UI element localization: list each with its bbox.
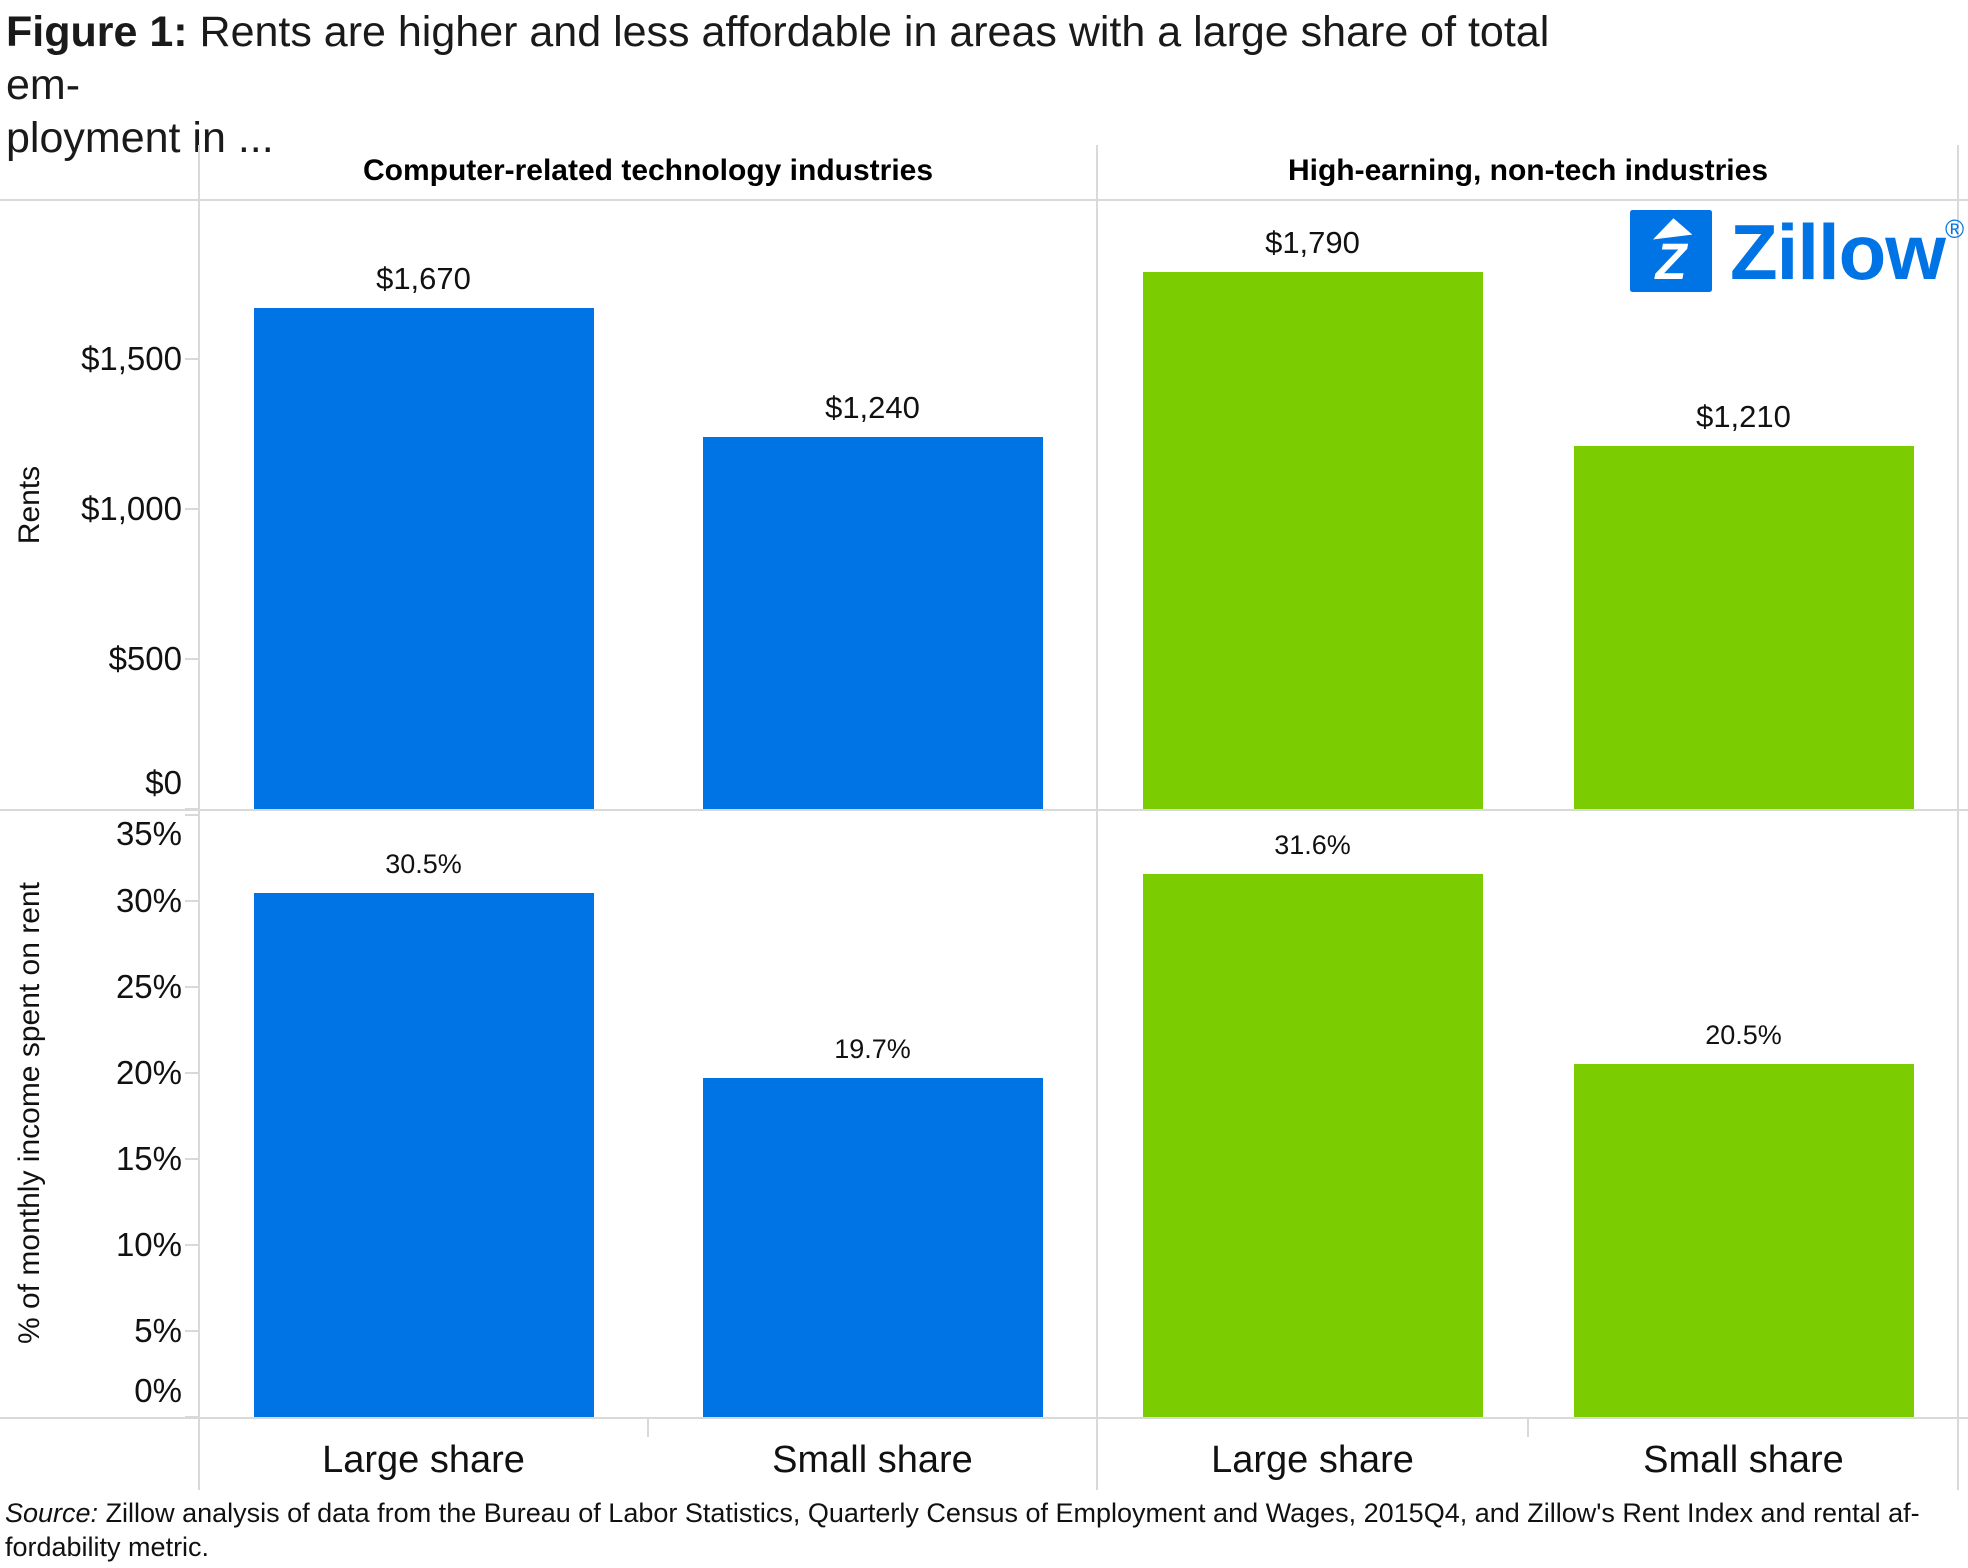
x-category-label: Small share <box>1643 1439 1844 1481</box>
x-tick-mark <box>1527 1417 1529 1437</box>
y-tick-mark <box>185 814 199 817</box>
source-line2: fordability metric. <box>5 1532 210 1562</box>
y-tick-mark <box>185 986 199 989</box>
zillow-logo: Z Zillow ® <box>1630 210 1964 294</box>
bar-value-label: 19.7% <box>834 1034 911 1065</box>
bar-value-label: 31.6% <box>1274 829 1351 860</box>
y-tick-mark <box>185 1416 199 1418</box>
bar-value-label: $1,790 <box>1265 225 1360 260</box>
figure-number: Figure 1: <box>6 8 188 56</box>
bar-nontech-small-share <box>1573 1064 1914 1417</box>
y-tick-label: 15% <box>115 1140 182 1178</box>
baseline-rule <box>0 1417 1968 1419</box>
y-tick-label: $1,000 <box>81 490 182 527</box>
y-tick-mark <box>185 358 199 360</box>
bar-nontech-small-share <box>1573 446 1914 809</box>
y-tick-label: $1,500 <box>81 340 182 377</box>
figure-title: Figure 1: Rents are higher and less affo… <box>6 6 1606 165</box>
bar-tech-large-share <box>253 308 594 809</box>
bar-value-label: 30.5% <box>385 848 462 879</box>
y-tick-label: 5% <box>134 1312 182 1350</box>
y-tick-label: 25% <box>115 968 182 1006</box>
figure-title-line1: Figure 1: Rents are higher and less affo… <box>6 8 1550 109</box>
registered-trademark-symbol: ® <box>1944 214 1965 244</box>
y-axis-line <box>198 145 200 1490</box>
y-tick-label: 0% <box>134 1372 182 1409</box>
x-category-label: Small share <box>772 1439 973 1481</box>
bar-value-label: $1,210 <box>1696 399 1791 434</box>
source-label: Source: <box>5 1498 99 1528</box>
bar-value-label: 20.5% <box>1705 1020 1782 1051</box>
y-axis-title-affordability: % of monthly income spent on rent <box>13 882 46 1344</box>
y-tick-mark <box>185 900 199 903</box>
y-tick-label: $0 <box>145 764 182 801</box>
panel-divider-line <box>1096 145 1098 1490</box>
figure-title-line2: ployment in ... <box>6 114 274 162</box>
y-tick-label: $500 <box>108 640 182 677</box>
panel-header-nontech: High-earning, non-tech industries <box>1287 154 1768 187</box>
header-rule <box>0 199 1968 201</box>
bar-nontech-large-share <box>1142 873 1483 1417</box>
y-tick-mark <box>185 1158 199 1161</box>
svg-text:Z: Z <box>1653 233 1688 290</box>
y-tick-mark <box>185 1244 199 1247</box>
x-tick-mark <box>647 1417 649 1437</box>
y-tick-mark <box>185 808 199 810</box>
bar-value-label: $1,670 <box>376 261 471 296</box>
y-tick-label: 35% <box>115 815 182 852</box>
right-border-line <box>1957 145 1959 1490</box>
source-note: Source: Zillow analysis of data from the… <box>5 1496 1963 1564</box>
mid-rule <box>0 809 1968 811</box>
bar-tech-large-share <box>253 892 594 1417</box>
panel-header-tech: Computer-related technology industries <box>362 154 934 187</box>
y-tick-mark <box>185 508 199 510</box>
y-tick-mark <box>185 1072 199 1075</box>
y-tick-mark <box>185 1330 199 1333</box>
y-tick-label: 30% <box>115 882 182 920</box>
bar-value-label: $1,240 <box>825 390 920 425</box>
bar-tech-small-share <box>702 1078 1043 1417</box>
y-tick-mark <box>185 658 199 660</box>
bar-tech-small-share <box>702 437 1043 809</box>
x-category-label: Large share <box>1211 1439 1414 1481</box>
zillow-wordmark: Zillow <box>1730 208 1946 296</box>
y-tick-label: 10% <box>115 1226 182 1264</box>
y-tick-label: 20% <box>115 1054 182 1092</box>
zillow-logo-icon: Z <box>1630 210 1712 292</box>
bar-nontech-large-share <box>1142 272 1483 809</box>
x-category-label: Large share <box>322 1439 525 1481</box>
source-line1: Source: Zillow analysis of data from the… <box>5 1498 1920 1528</box>
